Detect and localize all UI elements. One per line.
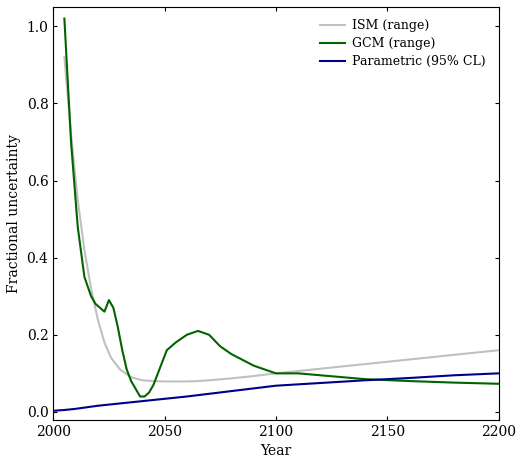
Parametric (95% CL): [61, 407, 67, 413]
Parametric (95% CL): [406, 375, 413, 381]
GCM (range): [106, 297, 112, 303]
Parametric (95% CL): [72, 406, 78, 412]
Parametric (95% CL): [495, 371, 502, 376]
ISM (range): [173, 379, 179, 384]
ISM (range): [61, 54, 67, 60]
GCM (range): [115, 324, 121, 330]
ISM (range): [228, 376, 234, 381]
ISM (range): [95, 317, 101, 322]
ISM (range): [101, 340, 108, 345]
Parametric (95% CL): [362, 378, 368, 383]
GCM (range): [101, 309, 108, 314]
ISM (range): [473, 350, 480, 355]
ISM (range): [195, 379, 201, 384]
GCM (range): [61, 16, 67, 21]
GCM (range): [362, 376, 368, 382]
ISM (range): [273, 371, 279, 376]
ISM (range): [75, 197, 81, 203]
GCM (range): [173, 340, 179, 345]
Parametric (95% CL): [317, 380, 324, 386]
X-axis label: Year: Year: [260, 444, 291, 458]
ISM (range): [317, 366, 324, 372]
Parametric (95% CL): [150, 397, 156, 403]
ISM (range): [295, 368, 301, 374]
Parametric (95% CL): [128, 399, 134, 405]
ISM (range): [68, 132, 74, 137]
GCM (range): [195, 328, 201, 334]
GCM (range): [217, 344, 223, 349]
GCM (range): [137, 394, 143, 399]
GCM (range): [128, 379, 134, 384]
ISM (range): [362, 361, 368, 367]
GCM (range): [206, 332, 212, 338]
Parametric (95% CL): [95, 403, 101, 409]
ISM (range): [406, 357, 413, 362]
Parametric (95% CL): [117, 401, 123, 406]
Parametric (95% CL): [84, 405, 90, 410]
GCM (range): [93, 301, 99, 307]
ISM (range): [339, 364, 346, 369]
GCM (range): [119, 347, 126, 353]
GCM (range): [295, 371, 301, 376]
GCM (range): [150, 382, 156, 388]
ISM (range): [117, 367, 123, 372]
ISM (range): [384, 359, 390, 365]
GCM (range): [164, 347, 170, 353]
ISM (range): [81, 247, 87, 252]
GCM (range): [159, 359, 165, 365]
GCM (range): [273, 371, 279, 376]
Line: Parametric (95% CL): Parametric (95% CL): [53, 373, 498, 411]
Parametric (95% CL): [251, 385, 257, 391]
Parametric (95% CL): [228, 388, 234, 394]
Parametric (95% CL): [139, 399, 145, 404]
Parametric (95% CL): [206, 391, 212, 397]
GCM (range): [141, 394, 147, 399]
GCM (range): [97, 305, 103, 311]
ISM (range): [495, 347, 502, 353]
GCM (range): [251, 363, 257, 368]
GCM (range): [88, 293, 94, 299]
Parametric (95% CL): [273, 383, 279, 388]
GCM (range): [317, 372, 324, 378]
ISM (range): [206, 378, 212, 383]
GCM (range): [406, 379, 413, 384]
ISM (range): [108, 355, 114, 361]
ISM (range): [88, 286, 94, 291]
Parametric (95% CL): [50, 408, 56, 413]
ISM (range): [184, 379, 190, 384]
GCM (range): [68, 139, 74, 145]
Parametric (95% CL): [184, 394, 190, 399]
ISM (range): [162, 379, 168, 384]
GCM (range): [495, 381, 502, 386]
Parametric (95% CL): [451, 372, 457, 378]
Y-axis label: Fractional uncertainty: Fractional uncertainty: [7, 134, 21, 293]
ISM (range): [451, 352, 457, 358]
GCM (range): [75, 224, 81, 230]
Line: GCM (range): GCM (range): [64, 19, 498, 397]
GCM (range): [123, 367, 130, 372]
ISM (range): [128, 374, 134, 380]
ISM (range): [429, 354, 435, 360]
GCM (range): [451, 380, 457, 385]
GCM (range): [184, 332, 190, 338]
GCM (range): [146, 390, 152, 395]
ISM (range): [251, 373, 257, 379]
Legend: ISM (range), GCM (range), Parametric (95% CL): ISM (range), GCM (range), Parametric (95…: [314, 13, 492, 75]
ISM (range): [150, 379, 156, 384]
GCM (range): [81, 274, 87, 280]
GCM (range): [155, 371, 161, 376]
GCM (range): [132, 386, 139, 392]
Line: ISM (range): ISM (range): [64, 57, 498, 381]
Parametric (95% CL): [162, 396, 168, 402]
Parametric (95% CL): [106, 402, 112, 407]
GCM (range): [339, 374, 346, 380]
ISM (range): [139, 378, 145, 383]
GCM (range): [110, 305, 117, 311]
GCM (range): [228, 351, 234, 357]
